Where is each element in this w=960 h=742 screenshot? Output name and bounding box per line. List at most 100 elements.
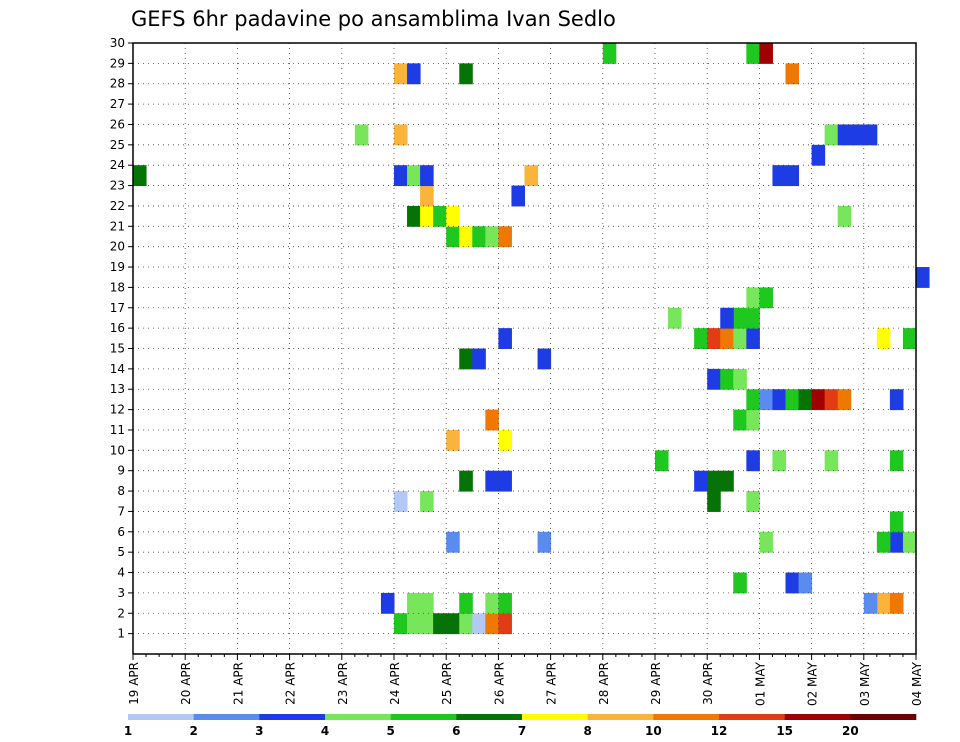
heatmap-cell: [537, 531, 552, 553]
heatmap-cell: [746, 450, 760, 472]
heatmap-cell: [707, 328, 721, 349]
x-tick-label: 20 APR: [179, 662, 193, 705]
heatmap-cell: [720, 470, 734, 492]
x-tick-label: 23 APR: [336, 662, 350, 705]
heatmap-cell: [394, 491, 408, 512]
x-tick-label: 01 MAY: [753, 661, 767, 706]
heatmap-cell: [420, 165, 434, 187]
colorbar-swatch: [850, 714, 917, 720]
colorbar-tick-label: 3: [255, 724, 263, 738]
heatmap-cell: [863, 592, 878, 614]
heatmap-cell: [889, 592, 904, 614]
heatmap-cell: [668, 307, 682, 329]
heatmap-cell: [446, 226, 460, 248]
x-tick-label: 26 APR: [492, 662, 506, 705]
colorbar-tick-label: 8: [583, 724, 591, 738]
colorbar-swatch: [653, 714, 720, 720]
heatmap-cell: [472, 613, 486, 635]
heatmap-cell: [459, 592, 473, 614]
heatmap-cell: [394, 124, 408, 146]
colorbar-swatch: [325, 714, 391, 720]
heatmap-cell: [446, 429, 460, 451]
heatmap-cell: [785, 389, 800, 411]
heatmap-cell: [511, 185, 525, 207]
heatmap-cell: [811, 144, 826, 166]
x-tick-label: 21 APR: [231, 662, 245, 705]
heatmap-cell: [746, 491, 760, 512]
heatmap-cell: [420, 613, 434, 635]
heatmap-cell: [759, 531, 773, 553]
heatmap-cell: [537, 348, 552, 370]
colorbar-tick-label: 7: [518, 724, 526, 738]
heatmap-cell: [902, 531, 917, 553]
heatmap-cell: [733, 409, 747, 431]
heatmap-cell: [394, 165, 408, 187]
y-tick-label: 20: [110, 240, 125, 254]
heatmap-cell: [733, 307, 747, 329]
colorbar-swatch: [456, 714, 523, 720]
heatmap-cell: [759, 287, 773, 309]
heatmap-cell: [707, 491, 721, 512]
heatmap-cell: [407, 205, 421, 227]
colorbar-swatch: [193, 714, 260, 720]
colorbar-tick-label: 12: [711, 724, 728, 738]
y-tick-label: 17: [110, 301, 125, 315]
heatmap-cell: [459, 348, 473, 370]
chart-title: GEFS 6hr padavine po ansamblima Ivan Sed…: [131, 7, 616, 31]
heatmap-cell: [785, 165, 800, 187]
heatmap-cell: [420, 185, 434, 207]
y-tick-label: 28: [110, 77, 125, 91]
x-tick-label: 29 APR: [649, 662, 663, 705]
x-tick-label: 28 APR: [597, 662, 611, 705]
heatmap-cell: [433, 205, 447, 227]
heatmap-cell: [407, 613, 421, 635]
heatmap-cell: [407, 592, 421, 614]
y-tick-label: 18: [110, 280, 125, 294]
heatmap-cell: [420, 205, 434, 227]
heatmap-cell: [850, 124, 865, 146]
heatmap-cell: [446, 531, 460, 553]
heatmap-cell: [746, 43, 760, 64]
heatmap-cell: [746, 328, 760, 349]
x-tick-label: 22 APR: [284, 662, 298, 705]
heatmap-cell: [498, 226, 512, 248]
x-tick-label: 02 MAY: [806, 661, 820, 706]
heatmap-cell: [772, 450, 786, 472]
colorbar-swatch: [784, 714, 851, 720]
colorbar-swatch: [128, 714, 194, 720]
heatmap-cell: [889, 389, 904, 411]
heatmap-cell: [420, 592, 434, 614]
heatmap-cell: [655, 450, 669, 472]
colorbar-tick-label: 6: [452, 724, 460, 738]
heatmap-cell: [707, 368, 721, 390]
x-tick-label: 03 MAY: [858, 661, 872, 706]
heatmap-cell: [863, 124, 878, 146]
heatmap-cell: [876, 531, 891, 553]
y-tick-label: 8: [117, 484, 125, 498]
y-tick-label: 25: [110, 138, 125, 152]
heatmap-cell: [498, 592, 512, 614]
heatmap-cell: [916, 267, 930, 288]
heatmap-cells: [133, 43, 930, 635]
x-tick-label: 27 APR: [545, 662, 559, 705]
heatmap-cell: [459, 470, 473, 492]
y-tick-label: 23: [110, 179, 125, 193]
heatmap-cell: [785, 63, 800, 85]
y-tick-label: 19: [110, 260, 125, 274]
x-tick-label: 24 APR: [388, 662, 402, 705]
y-tick-label: 16: [110, 321, 125, 335]
y-tick-label: 1: [117, 627, 125, 641]
heatmap-cell: [707, 470, 721, 492]
x-axis: 19 APR 20 APR 21 APR 22 APR 23 APR 24 APR 25 A…: [127, 654, 924, 706]
heatmap-cell: [602, 43, 617, 64]
heatmap-cell: [459, 613, 473, 635]
heatmap-cell: [485, 226, 499, 248]
heatmap-cell: [720, 368, 734, 390]
heatmap-cell: [889, 531, 904, 553]
heatmap-cell: [485, 592, 499, 614]
heatmap-cell: [498, 470, 512, 492]
heatmap-cell: [446, 613, 460, 635]
heatmap-cell: [759, 43, 773, 64]
colorbar-swatch: [587, 714, 654, 720]
